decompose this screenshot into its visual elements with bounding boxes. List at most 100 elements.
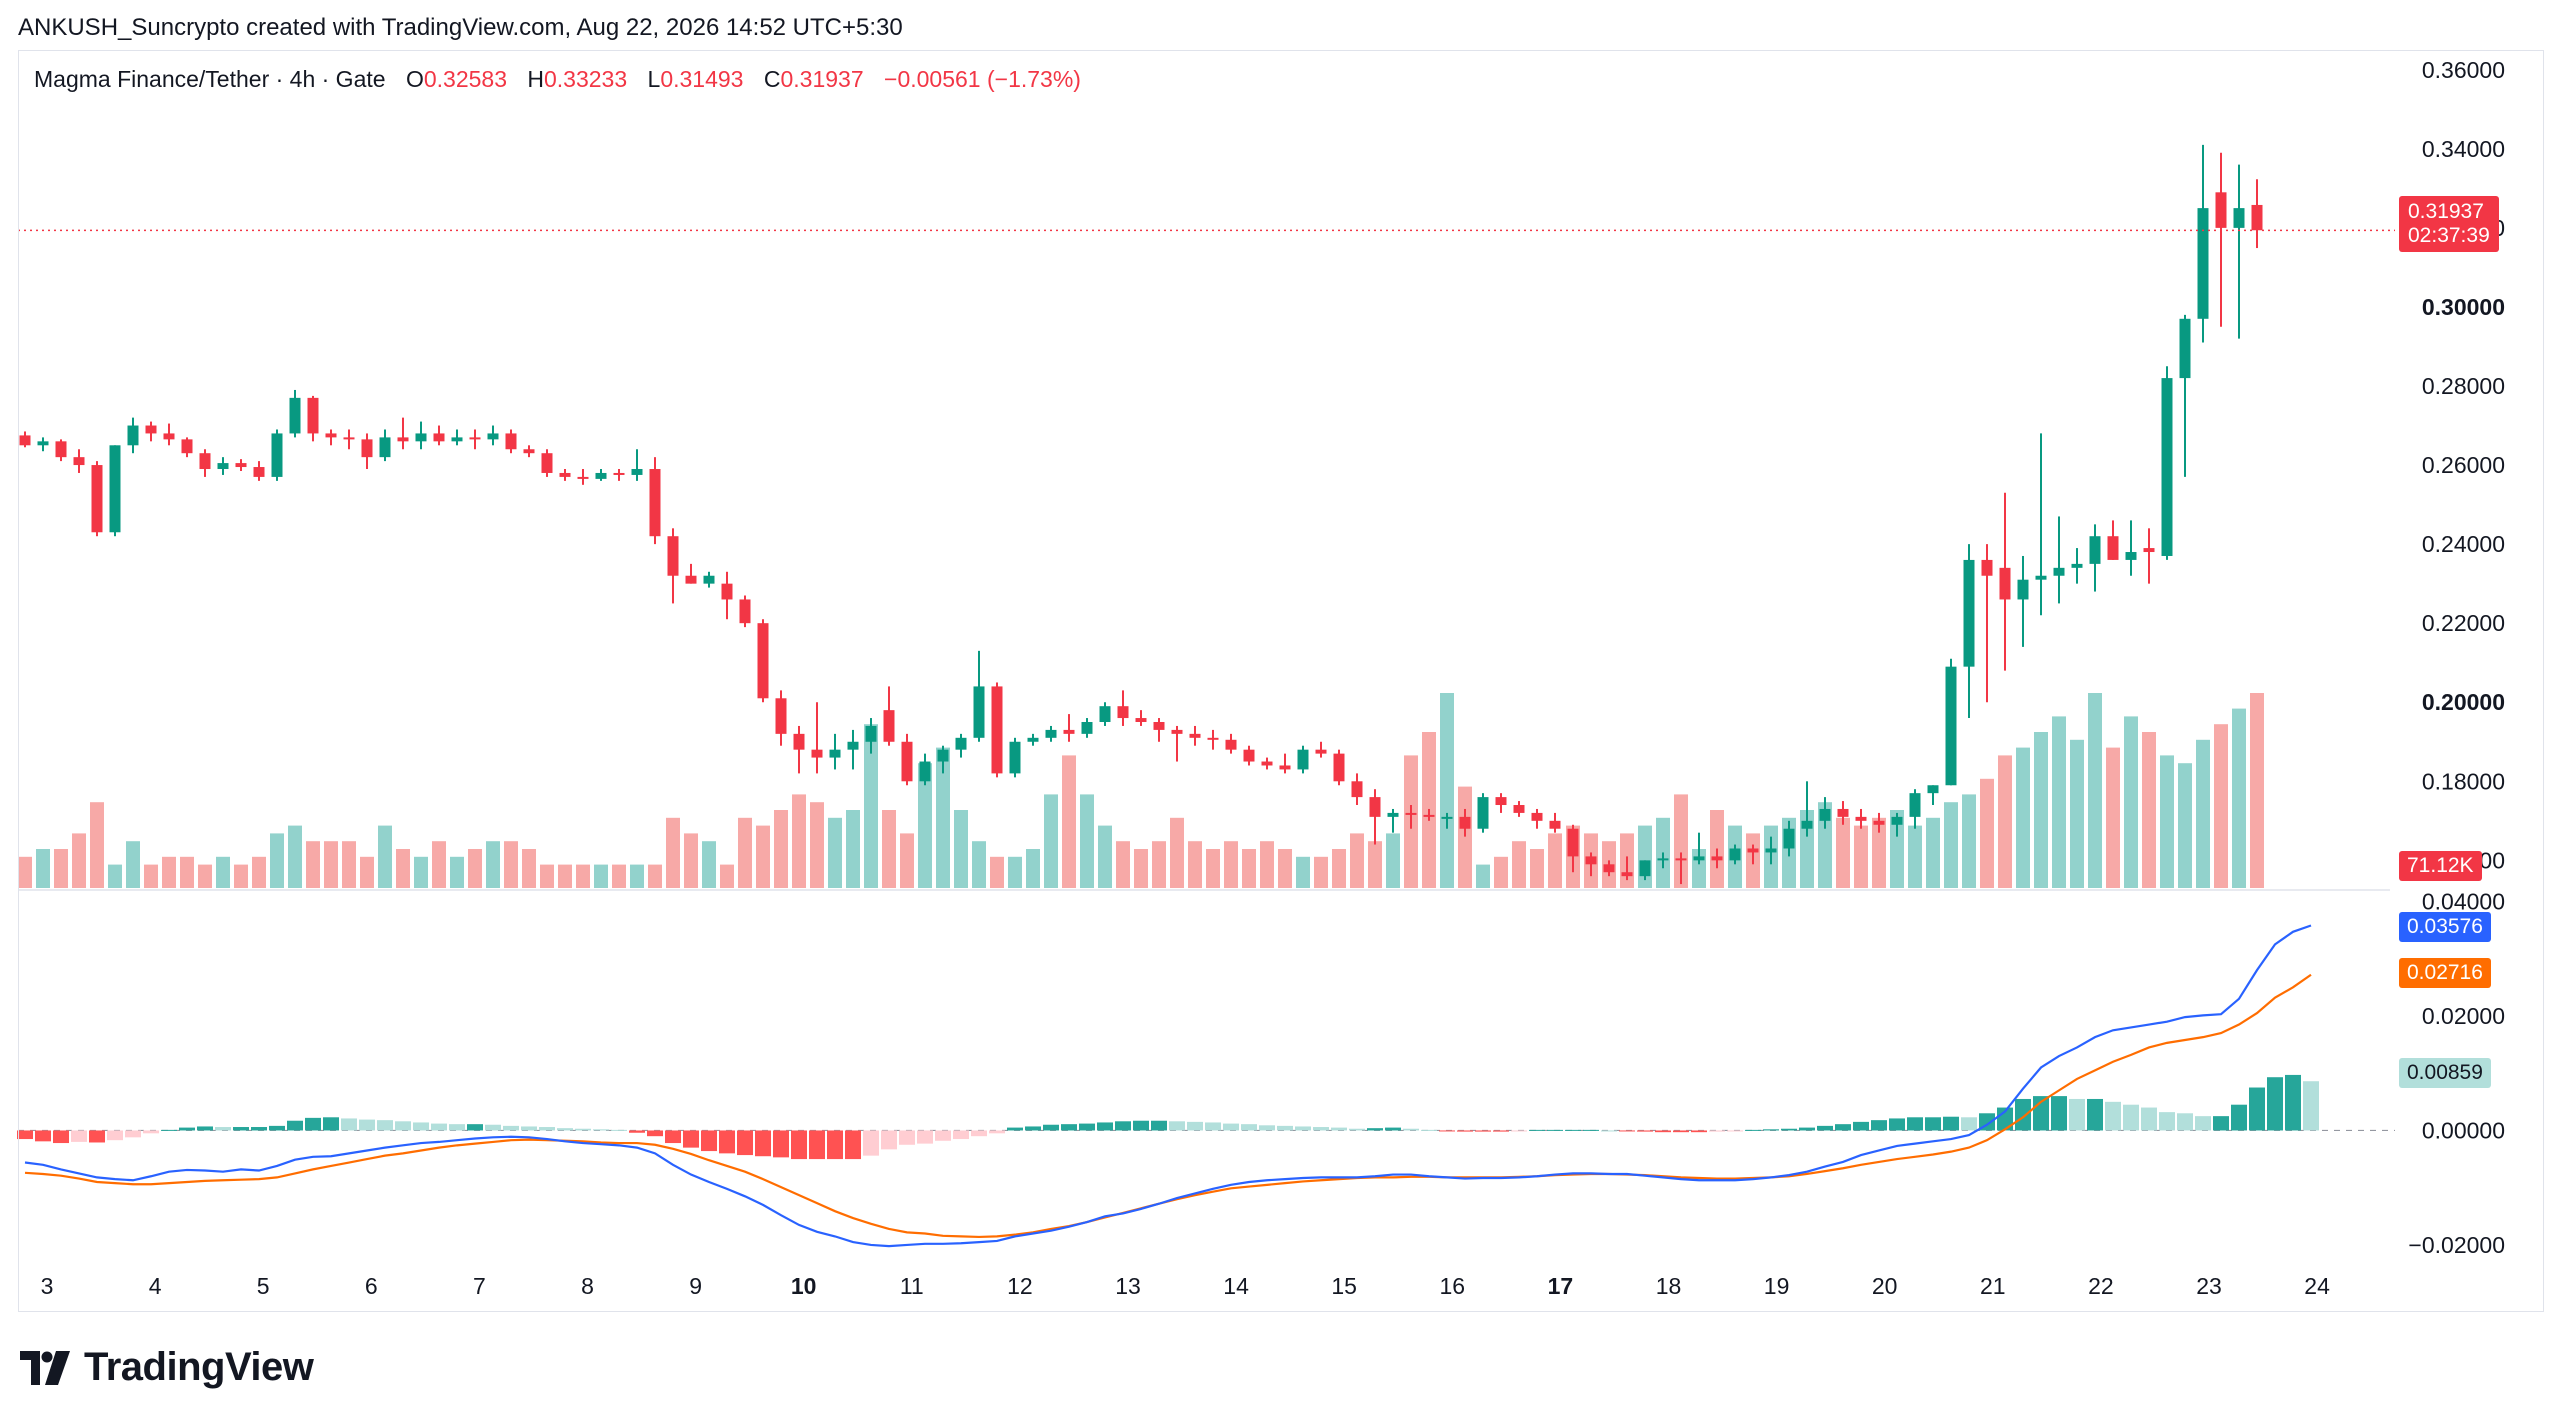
macd-histogram-bar — [2159, 1112, 2175, 1131]
volume-bar — [1890, 810, 1904, 888]
volume-bar — [2052, 716, 2066, 888]
macd-histogram-bar — [2267, 1077, 2283, 1131]
macd-histogram-bar — [2015, 1098, 2031, 1131]
macd-histogram-bar — [2177, 1113, 2193, 1131]
volume-bar — [864, 724, 878, 888]
candle-body — [109, 445, 121, 533]
volume-bar — [1296, 856, 1310, 888]
time-axis: 3 4 5 6 7 8 9 10 11 12 13 14 15 16 17 18 19 20 21 22 23 24 — [41, 1273, 2330, 1299]
macd-histogram-bar — [701, 1130, 717, 1152]
time-tick-label: 9 — [689, 1273, 702, 1299]
symbol-legend: Magma Finance/Tether · 4h · Gate O0.3258… — [34, 66, 1081, 93]
volume-bar — [1224, 841, 1238, 888]
price-tick-label: 0.20000 — [2422, 689, 2505, 715]
candle-body — [1621, 872, 1633, 877]
macd-histogram-bar — [1115, 1121, 1131, 1131]
volume-bar — [1926, 817, 1940, 888]
macd-histogram-bar — [1691, 1130, 1707, 1133]
candle-body — [2233, 208, 2245, 228]
candle-body — [847, 741, 859, 750]
candle-body — [1909, 793, 1921, 817]
attribution-header: ANKUSH_Suncrypto created with TradingVie… — [18, 14, 903, 41]
macd-histogram-bar — [305, 1117, 321, 1131]
macd-histogram-bar — [431, 1123, 447, 1131]
candle-body — [1153, 722, 1165, 730]
candle-body — [649, 469, 661, 537]
volume-bar — [918, 763, 932, 888]
candle-body — [2143, 548, 2155, 553]
macd-histogram-bar — [287, 1120, 303, 1131]
macd-histogram-bar — [1547, 1129, 1563, 1131]
macd-histogram-bar — [611, 1129, 627, 1131]
volume-bar — [288, 825, 302, 888]
candle-body — [2197, 208, 2209, 319]
candle-body — [937, 749, 949, 762]
macd-histogram-bar — [413, 1122, 429, 1131]
candle-body — [631, 469, 643, 475]
signal-tag: 0.02716 — [2399, 958, 2491, 988]
candle-body — [433, 433, 445, 442]
macd-histogram-bar — [665, 1130, 681, 1144]
candle-body — [2179, 318, 2191, 379]
histogram-tag: 0.00859 — [2399, 1058, 2491, 1088]
volume-bar — [2178, 763, 2192, 888]
volume-bar — [972, 841, 986, 888]
price-tick-label: 0.22000 — [2422, 610, 2505, 636]
candle-body — [1423, 814, 1435, 817]
volume-bar — [2142, 732, 2156, 888]
candle-body — [667, 536, 679, 576]
candle-body — [1477, 797, 1489, 829]
volume-bar — [1206, 849, 1220, 888]
volume-bar — [1530, 849, 1544, 888]
candle-body — [217, 463, 229, 470]
candle-body — [253, 467, 265, 477]
macd-histogram-bar — [2105, 1101, 2121, 1131]
macd-histogram-bar — [1259, 1125, 1275, 1131]
symbol-title[interactable]: Magma Finance/Tether · 4h · Gate — [34, 66, 386, 92]
candle-body — [1603, 864, 1615, 873]
volume-bar — [252, 856, 266, 888]
macd-histogram-bar — [215, 1127, 231, 1131]
candle-body — [487, 433, 499, 440]
volume-bar — [2232, 708, 2246, 888]
candle-body — [1315, 749, 1327, 754]
volume-bar — [1962, 794, 1976, 888]
tradingview-logo[interactable]: TradingView — [20, 1345, 314, 1390]
candle-body — [1441, 816, 1453, 819]
macd-histogram-bar — [1781, 1128, 1797, 1131]
macd-histogram-bar — [1457, 1130, 1473, 1132]
candle-body — [1549, 820, 1561, 829]
volume-bar — [558, 864, 572, 888]
macd-histogram-bar — [683, 1130, 699, 1148]
volume-bar — [126, 841, 140, 888]
open-value: 0.32583 — [423, 66, 507, 92]
candle-body — [775, 698, 787, 734]
candle-body — [505, 433, 517, 450]
candle-body — [1657, 858, 1669, 861]
candle-body — [451, 437, 463, 442]
last-price-tag: 0.31937 02:37:39 — [2399, 196, 2499, 252]
volume-bar — [504, 841, 518, 888]
macd-histogram-bar — [935, 1130, 951, 1141]
volume-bar — [1152, 841, 1166, 888]
macd-histogram-bar — [1709, 1130, 1725, 1132]
volume-bar — [666, 817, 680, 888]
candle-body — [1513, 805, 1525, 813]
volume-bar — [684, 833, 698, 888]
volume-bar — [180, 856, 194, 888]
volume-bar — [2250, 693, 2264, 888]
candle-body — [757, 623, 769, 699]
price-tick-label: 0.36000 — [2422, 57, 2505, 83]
candle-body — [289, 397, 301, 434]
candle-body — [2053, 567, 2065, 576]
macd-histogram-bar — [143, 1130, 159, 1134]
candle-body — [91, 465, 103, 533]
macd-histogram-bar — [917, 1130, 933, 1144]
volume-bar — [1674, 794, 1688, 888]
macd-histogram-bar — [647, 1130, 663, 1137]
macd-histogram-bar — [1745, 1129, 1761, 1131]
macd-histogram-bar — [971, 1130, 987, 1137]
volume-bar — [702, 841, 716, 888]
candle-body — [37, 441, 49, 446]
macd-histogram-bar — [737, 1130, 753, 1156]
